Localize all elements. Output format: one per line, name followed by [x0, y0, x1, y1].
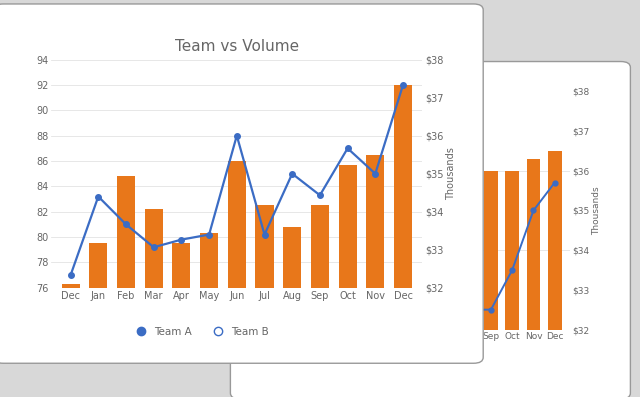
Legend: Team A, Team B: Team A, Team B [336, 395, 461, 397]
Y-axis label: Thousands: Thousands [447, 147, 456, 200]
Bar [420, 171, 434, 397]
Bar [463, 171, 477, 397]
Bar [484, 171, 498, 397]
Bar [314, 322, 328, 397]
Bar [335, 218, 349, 397]
Bar [527, 159, 540, 397]
Bar [228, 161, 246, 397]
Bar [90, 243, 108, 397]
Bar [284, 227, 301, 397]
Bar [394, 85, 412, 397]
Bar [311, 205, 329, 397]
Bar [292, 322, 307, 397]
Bar [356, 171, 371, 397]
Bar [61, 284, 79, 397]
Bar [255, 205, 273, 397]
Legend: Team A, Team B: Team A, Team B [126, 322, 273, 341]
Bar [172, 243, 191, 397]
Bar [366, 155, 384, 397]
Bar [339, 165, 356, 397]
Y-axis label: Thousands: Thousands [593, 186, 602, 235]
Bar [117, 176, 135, 397]
Bar [442, 171, 456, 397]
Bar [145, 209, 163, 397]
Bar [200, 233, 218, 397]
Bar [506, 171, 519, 397]
Bar [378, 171, 392, 397]
Bar [548, 151, 562, 397]
Bar [399, 171, 413, 397]
Title: Team vs Volume: Team vs Volume [175, 39, 299, 54]
